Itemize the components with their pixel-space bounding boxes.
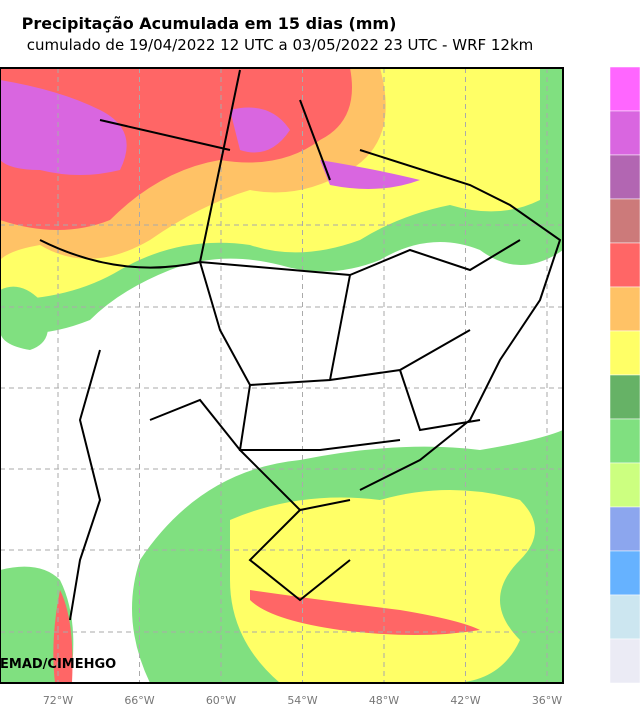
longitude-label: 72°W: [43, 694, 73, 707]
colorbar-swatch: [609, 594, 640, 640]
colorbar-swatch: [609, 110, 640, 156]
colorbar-swatch: [609, 198, 640, 244]
map-frame: [0, 67, 564, 684]
precipitation-field: [0, 68, 563, 683]
colorbar-swatch: [609, 418, 640, 464]
longitude-label: 54°W: [287, 694, 317, 707]
colorbar-swatch: [609, 550, 640, 596]
colorbar: [609, 66, 640, 684]
longitude-label: 60°W: [206, 694, 236, 707]
graticule: [0, 68, 563, 683]
colorbar-swatch: [609, 286, 640, 332]
borders: [39, 69, 562, 621]
longitude-label: 36°W: [532, 694, 562, 707]
colorbar-swatch: [609, 154, 640, 200]
map-subtitle: cumulado de 19/04/2022 12 UTC a 03/05/20…: [27, 36, 534, 54]
map-title: Precipitação Acumulada em 15 dias (mm): [22, 14, 397, 33]
colorbar-swatch: [609, 462, 640, 508]
colorbar-swatch: [609, 638, 640, 684]
colorbar-swatch: [609, 66, 640, 112]
colorbar-swatch: [609, 506, 640, 552]
colorbar-swatch: [609, 242, 640, 288]
colorbar-swatch: [609, 374, 640, 420]
longitude-label: 42°W: [450, 694, 480, 707]
credit: EMAD/CIMEHGO: [0, 657, 116, 672]
longitude-label: 48°W: [369, 694, 399, 707]
longitude-label: 66°W: [124, 694, 154, 707]
colorbar-swatch: [609, 330, 640, 376]
